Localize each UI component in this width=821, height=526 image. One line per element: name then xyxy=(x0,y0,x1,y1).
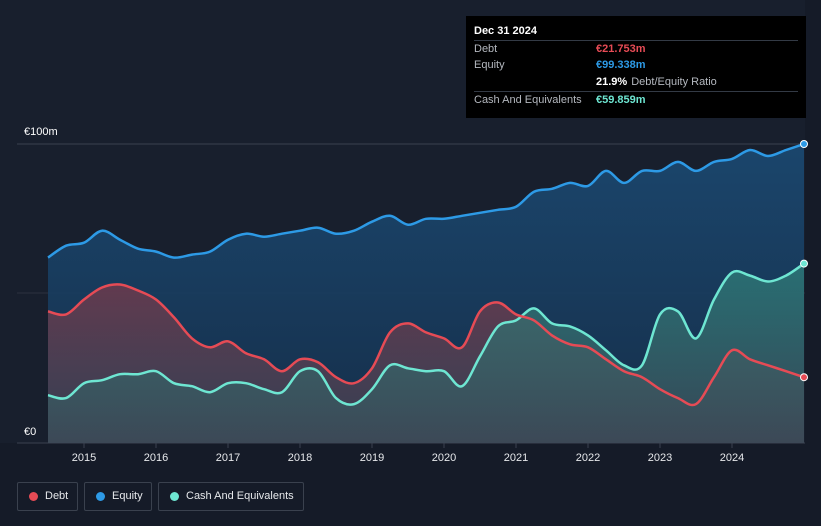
tooltip-ratio-value: 21.9% xyxy=(596,76,628,88)
x-tick-label-2023: 2023 xyxy=(648,452,672,464)
tooltip-debt-value: €21.753m xyxy=(596,43,646,55)
tooltip-equity-label: Equity xyxy=(474,59,505,71)
tooltip-cash-row: Cash And Equivalents €59.859m xyxy=(474,91,798,109)
x-tick-label-2015: 2015 xyxy=(72,452,96,464)
legend-cash-label: Cash And Equivalents xyxy=(186,490,294,502)
cash-and-equivalents-line xyxy=(47,262,805,406)
tooltip-date: Dec 31 2024 xyxy=(474,25,537,37)
x-axis-ticks: 2015 2016 2017 2018 2019 2020 2021 2022 2023 2024 xyxy=(72,443,744,464)
tooltip-debt-row: Debt €21.753m xyxy=(474,40,798,58)
tooltip-equity-value: €99.338m xyxy=(596,59,646,71)
tooltip-cash-value: €59.859m xyxy=(596,94,646,106)
tooltip-equity-row: Equity €99.338m xyxy=(474,57,798,74)
x-tick-label-2018: 2018 xyxy=(288,452,312,464)
x-tick-label-2017: 2017 xyxy=(216,452,240,464)
cash-and-equivalents-end-point xyxy=(800,259,808,268)
y-tick-label-top: €100m xyxy=(24,126,58,138)
data-tooltip: Dec 31 2024 Debt €21.753m Equity €99.338… xyxy=(466,16,806,118)
x-tick-label-2024: 2024 xyxy=(720,452,744,464)
legend-cash-dot xyxy=(170,492,179,501)
x-tick-label-2021: 2021 xyxy=(504,452,528,464)
cash-and-equivalents-area xyxy=(48,263,804,443)
tooltip-ratio-wrap: 21.9% Debt/Equity Ratio xyxy=(596,76,717,88)
legend-equity-label: Equity xyxy=(112,490,143,502)
tooltip-debt-label: Debt xyxy=(474,43,498,55)
debt-end-point xyxy=(800,373,808,382)
debt-line xyxy=(47,283,805,407)
legend-debt-label: Debt xyxy=(45,490,69,502)
area-layer xyxy=(48,144,804,443)
x-tick-label-2016: 2016 xyxy=(144,452,168,464)
legend-equity[interactable]: Equity xyxy=(84,482,152,511)
tooltip-ratio-label: Debt/Equity Ratio xyxy=(631,76,717,88)
equity-line xyxy=(47,142,805,259)
legend-cash[interactable]: Cash And Equivalents xyxy=(158,482,304,511)
tooltip-ratio-row: 21.9% Debt/Equity Ratio xyxy=(474,74,798,91)
legend-debt-dot xyxy=(29,492,38,501)
x-tick-label-2020: 2020 xyxy=(432,452,456,464)
tooltip-cash-label: Cash And Equivalents xyxy=(474,94,582,106)
y-tick-label-bottom: €0 xyxy=(24,426,36,438)
line-layer xyxy=(47,140,808,407)
equity-end-point xyxy=(800,140,808,148)
legend-debt[interactable]: Debt xyxy=(17,482,78,511)
x-tick-label-2022: 2022 xyxy=(576,452,600,464)
x-tick-label-2019: 2019 xyxy=(360,452,384,464)
legend-equity-dot xyxy=(96,492,105,501)
